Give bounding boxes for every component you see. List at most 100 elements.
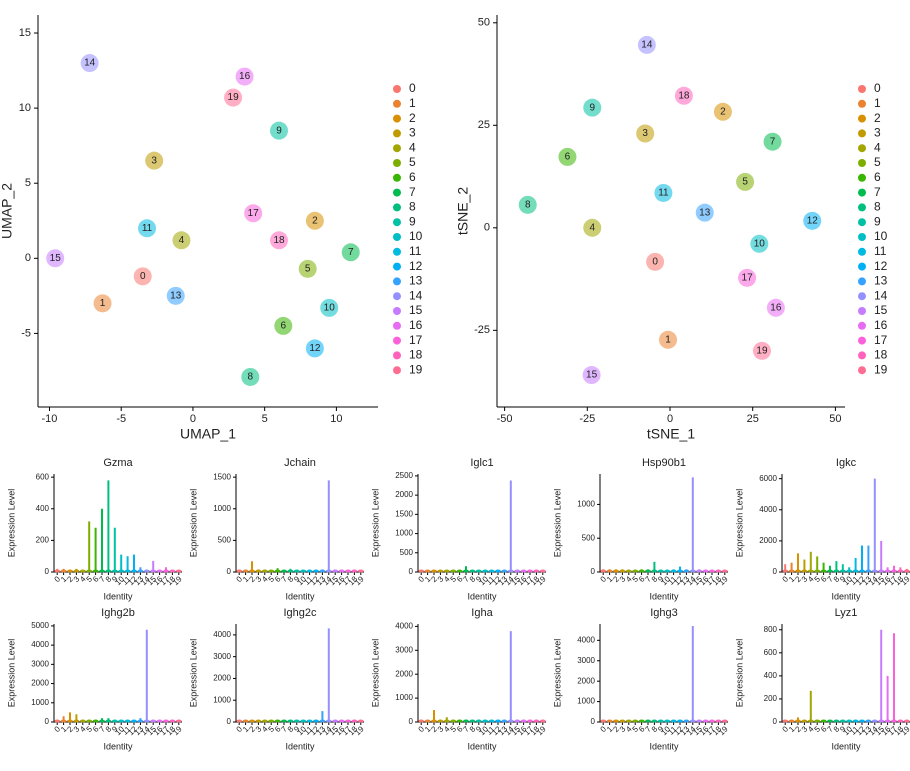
legend-label: 7: [409, 185, 416, 199]
y-tick-label: 600: [764, 648, 778, 657]
legend-swatch: [393, 321, 401, 330]
x-tick-label: -5: [116, 413, 126, 425]
violin-base: [118, 569, 125, 573]
violin-base: [169, 569, 176, 573]
x-tick-label: 1: [59, 724, 69, 734]
legend-label: 12: [874, 259, 888, 273]
violin-base: [820, 719, 827, 723]
violin-base: [105, 719, 112, 723]
violin-base: [274, 569, 281, 573]
violin-base: [527, 569, 533, 573]
violin-base: [664, 569, 671, 573]
y-tick-label: 3000: [395, 645, 413, 654]
violin-base: [507, 719, 514, 723]
cluster-point: [241, 367, 260, 386]
violin-base: [92, 719, 99, 723]
legend-swatch: [393, 85, 401, 93]
violin-base: [657, 569, 664, 573]
legend-swatch: [858, 144, 866, 153]
violin-base: [137, 719, 144, 723]
violin-base: [657, 719, 664, 723]
x-tick-label: 7: [97, 574, 107, 584]
y-tick-label: 3000: [213, 652, 231, 661]
legend-label: 6: [874, 170, 881, 184]
cluster-point: [80, 54, 99, 73]
violin-base: [357, 719, 364, 723]
x-tick-label: -50: [497, 413, 513, 425]
legend-swatch: [393, 203, 401, 212]
x-tick-label: -25: [579, 413, 595, 425]
y-tick-label: 200: [36, 535, 50, 544]
cluster-label: 8: [525, 199, 531, 210]
legend-swatch: [858, 366, 866, 375]
y-tick-label: 400: [764, 671, 778, 680]
x-tick-label: 2: [247, 724, 257, 734]
x-tick-label: 0: [53, 574, 63, 584]
panel-title: Igkc: [836, 457, 857, 469]
violin-base: [79, 719, 86, 723]
cluster-label: 17: [742, 272, 754, 283]
y-tick-label: 4000: [395, 621, 413, 630]
x-tick-label: 5: [262, 413, 268, 425]
violin-base: [683, 719, 690, 723]
legend-swatch: [858, 159, 866, 167]
cluster-label: 14: [641, 40, 653, 51]
violin-base: [878, 719, 885, 723]
x-tick-label: 19: [171, 574, 184, 587]
violin-base: [86, 569, 93, 573]
x-tick-label: 0: [235, 574, 245, 584]
x-tick-label: 8: [650, 724, 660, 734]
violin-base: [313, 719, 319, 723]
panel-title: Iglc1: [470, 457, 493, 469]
violin-base: [670, 569, 677, 573]
violin-base: [645, 569, 651, 573]
x-tick-label: 6: [273, 724, 283, 734]
violin-base: [418, 569, 425, 573]
violin-base: [670, 719, 677, 723]
violin-base: [60, 719, 67, 723]
violin-base: [539, 719, 546, 723]
x-tick-label: 1: [423, 574, 433, 584]
violin-base: [897, 569, 904, 573]
violin-base: [456, 719, 463, 723]
violin-base: [92, 569, 99, 573]
x-tick-label: -10: [42, 413, 58, 425]
cluster-label: 19: [228, 92, 240, 103]
x-tick-label: 1: [423, 724, 433, 734]
violin-base: [488, 719, 495, 723]
cluster-label: 15: [50, 253, 62, 264]
x-tick-label: 1: [787, 724, 797, 734]
x-tick-label: 2: [793, 574, 803, 584]
legend-swatch: [393, 173, 401, 182]
cluster-label: 13: [699, 207, 711, 218]
x-tick-label: 4: [78, 574, 88, 584]
violin-base: [600, 569, 607, 573]
x-tick-label: 8: [468, 574, 478, 584]
y-tick-label: 1500: [395, 509, 413, 518]
legend-swatch: [858, 114, 866, 123]
x-tick-label: 1: [787, 574, 797, 584]
violin-base: [721, 569, 728, 573]
violin-base: [619, 719, 626, 723]
violin-base: [73, 719, 80, 723]
legend-label: 13: [409, 274, 423, 288]
y-tick-label: 0: [25, 252, 31, 264]
legend-label: 5: [874, 155, 881, 169]
y-tick-label: 1000: [213, 695, 231, 704]
x-tick-label: 6: [637, 574, 647, 584]
cluster-label: 7: [348, 247, 354, 258]
y-tick-label: 50: [478, 17, 490, 29]
cluster-label: 16: [770, 302, 782, 313]
cluster-label: 5: [305, 263, 311, 274]
violin-base: [859, 569, 865, 573]
violin-base: [118, 719, 125, 723]
cluster-point: [305, 211, 324, 230]
y-axis-label: Expression Level: [370, 489, 380, 558]
legend-swatch: [393, 233, 401, 241]
x-tick-label: 19: [353, 724, 366, 737]
violin-base: [86, 719, 93, 723]
cluster-point: [166, 286, 185, 305]
x-axis-label: Identity: [467, 591, 497, 601]
cluster-label: 0: [140, 271, 146, 282]
